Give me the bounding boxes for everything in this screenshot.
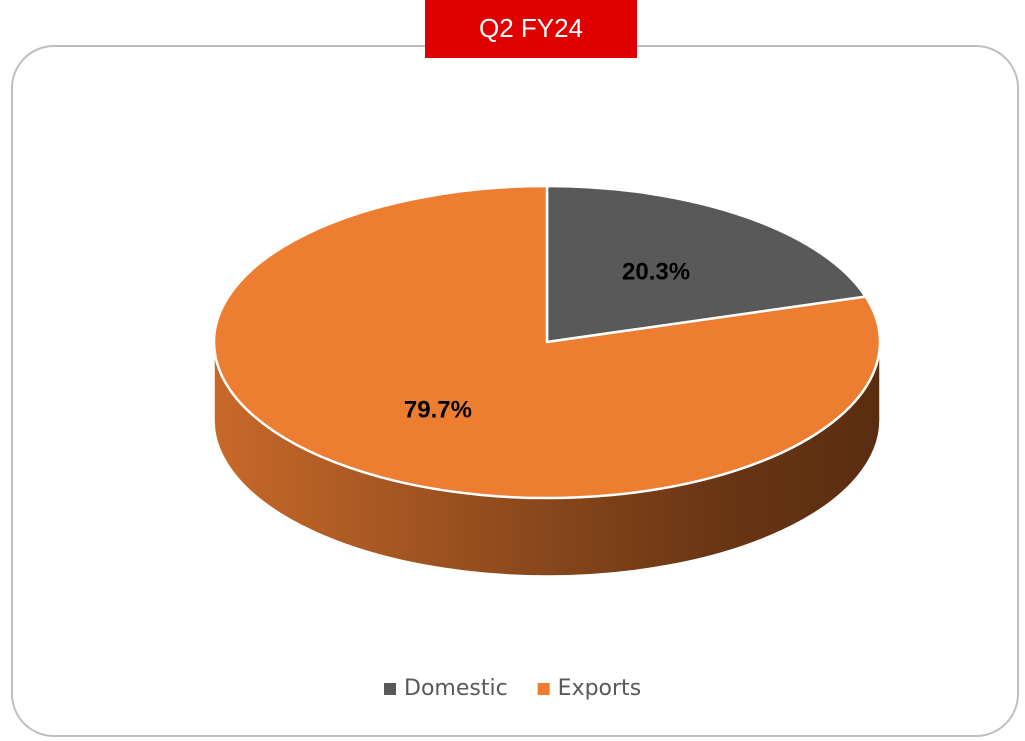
chart-title: Q2 FY24 — [479, 13, 583, 43]
legend: Domestic Exports — [384, 676, 641, 701]
legend-label: Exports — [558, 676, 641, 701]
legend-label: Domestic — [404, 676, 508, 701]
pie-slice — [212, 184, 882, 500]
legend-swatch — [384, 683, 396, 695]
title-box — [425, 0, 637, 58]
data-label: 20.3% — [622, 258, 690, 285]
data-label: 79.7% — [404, 396, 472, 423]
pie-slice — [545, 184, 867, 344]
legend-swatch — [537, 683, 550, 695]
pie: 20.3% 79.7% — [212, 184, 882, 577]
